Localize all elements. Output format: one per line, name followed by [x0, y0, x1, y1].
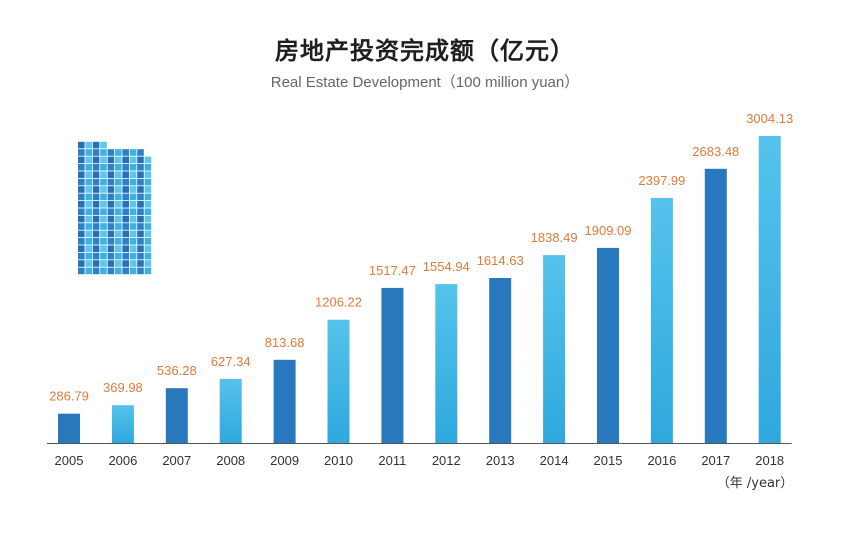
x-tick-2017: 2017 [701, 453, 730, 468]
bars-layer [47, 136, 792, 444]
bar-2008 [219, 378, 242, 443]
x-tick-2018: 2018 [755, 453, 784, 468]
x-tick-2010: 2010 [324, 453, 353, 468]
chart-title: 房地产投资完成额（亿元） [275, 37, 575, 65]
x-tick-2012: 2012 [432, 453, 461, 468]
x-tick-2013: 2013 [486, 453, 515, 468]
bar-2018 [758, 136, 781, 443]
bar-2011 [381, 287, 404, 443]
bar-2005 [58, 413, 80, 443]
chart-subtitle: Real Estate Development（100 million yuan… [270, 74, 580, 91]
bar-2013 [489, 278, 512, 443]
value-label-2007: 536.28 [157, 363, 197, 378]
value-label-2010: 1206.22 [315, 295, 362, 310]
value-labels-layer: 286.79 369.98 536.28 627.34 813.68 1206.22 151… [49, 111, 793, 404]
x-tick-2015: 2015 [594, 453, 623, 468]
bar-2012 [435, 284, 458, 443]
building-icon [78, 141, 152, 275]
value-label-2018: 3004.13 [746, 111, 793, 126]
value-label-2013: 1614.63 [477, 253, 524, 268]
bar-2017 [704, 168, 727, 444]
bar-2007 [165, 388, 188, 443]
bar-2014 [543, 255, 566, 443]
x-tick-2009: 2009 [270, 453, 299, 468]
bar-2006 [111, 405, 134, 443]
x-tick-2006: 2006 [108, 453, 137, 468]
x-axis-unit-label: （年 /year） [716, 476, 794, 491]
x-tick-2008: 2008 [216, 453, 245, 468]
value-label-2017: 2683.48 [692, 144, 739, 159]
bar-2010 [327, 319, 350, 443]
value-label-2009: 813.68 [265, 335, 305, 350]
value-label-2011: 1517.47 [369, 263, 416, 278]
x-tick-2005: 2005 [55, 453, 84, 468]
value-label-2008: 627.34 [211, 354, 251, 369]
x-tick-labels-layer: 2005 2006 2007 2008 2009 2010 2011 2012 2013 2014… [55, 453, 785, 468]
value-label-2006: 369.98 [103, 380, 143, 395]
value-label-2016: 2397.99 [638, 173, 685, 188]
value-label-2014: 1838.49 [531, 230, 578, 245]
x-tick-2016: 2016 [647, 453, 676, 468]
bar-2016 [650, 197, 673, 443]
x-tick-2014: 2014 [540, 453, 569, 468]
bar-2015 [597, 247, 619, 443]
x-tick-2007: 2007 [162, 453, 191, 468]
value-label-2012: 1554.94 [423, 259, 470, 274]
bar-2009 [273, 359, 296, 443]
x-tick-2011: 2011 [378, 453, 406, 468]
value-label-2015: 1909.09 [585, 223, 632, 238]
value-label-2005: 286.79 [49, 389, 89, 404]
